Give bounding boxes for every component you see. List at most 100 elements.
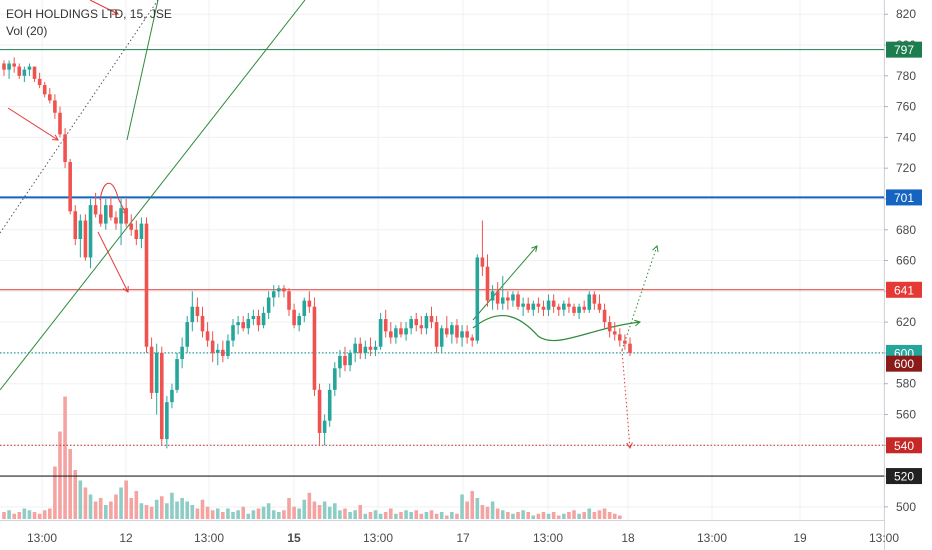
arrow-head: [634, 319, 642, 327]
candle-body: [419, 325, 424, 329]
candle-body: [7, 63, 11, 70]
volume-bar: [572, 510, 576, 519]
red-curve: [99, 182, 127, 215]
arrow-head: [531, 245, 538, 252]
candle-body: [256, 315, 261, 326]
volume-bar: [78, 480, 83, 519]
volume-bar: [343, 508, 347, 519]
volume-bar: [500, 510, 505, 519]
x-tick-label: 13:00: [533, 531, 563, 545]
candle-body: [190, 306, 195, 323]
volume-bar: [399, 512, 403, 519]
chart-legend: EOH HOLDINGS LTD, 15, JSE Vol (20): [6, 6, 172, 40]
volume-bar: [261, 506, 266, 519]
volume-bar: [195, 508, 200, 519]
candle-body: [53, 100, 57, 113]
volume-bar: [277, 512, 281, 519]
candle-body: [302, 300, 307, 316]
volume-bar: [215, 508, 220, 519]
candle-body: [185, 322, 190, 347]
volume-bar: [429, 510, 434, 519]
price-tag: [886, 355, 922, 372]
x-tick-label: 12: [119, 531, 133, 545]
candle-body: [63, 134, 67, 163]
candle-body: [399, 328, 403, 335]
volume-bar: [419, 513, 424, 519]
candle-body: [246, 319, 251, 329]
volume-bar: [103, 505, 108, 519]
candle-body: [322, 420, 327, 433]
volume-bar: [444, 515, 449, 519]
volume-bar: [88, 494, 93, 519]
volume-bar: [383, 512, 388, 519]
price-tag-label: 540: [894, 439, 914, 453]
volume-bar: [465, 501, 469, 519]
volume-bar: [114, 494, 118, 519]
volume-bar: [556, 515, 561, 519]
candle-body: [210, 340, 215, 353]
volume-bar: [450, 512, 454, 519]
candle-body: [582, 306, 586, 310]
volume-bar: [68, 449, 72, 519]
volume-bar: [531, 515, 536, 519]
red-arrow: [97, 231, 129, 293]
candle-body: [368, 346, 373, 350]
volume-bar: [322, 501, 327, 519]
volume-bar: [53, 466, 57, 519]
candle-body: [42, 85, 47, 95]
volume-bar: [414, 510, 419, 519]
y-tick-label: 500: [896, 500, 916, 514]
x-tick-label: 15: [287, 531, 301, 545]
y-tick-label: 780: [896, 69, 916, 83]
candle-body: [17, 66, 22, 76]
volume-bar: [495, 508, 500, 519]
candle-body: [139, 223, 144, 239]
volume-bar: [236, 510, 240, 519]
candle-body: [144, 223, 149, 347]
red-dotted-arrow: [621, 349, 631, 449]
candle-body: [93, 205, 98, 215]
y-tick-label: 620: [896, 315, 916, 329]
candle-body: [490, 291, 495, 301]
price-tag-label: 797: [894, 43, 914, 57]
candle-body: [73, 211, 78, 239]
volume-bar: [516, 512, 520, 519]
volume-bar: [506, 512, 510, 519]
candle-body: [485, 266, 490, 301]
volume-bar: [404, 510, 408, 519]
volume-bar: [602, 508, 607, 519]
volume-bar: [251, 510, 256, 519]
candle-body: [546, 300, 551, 310]
volume-bar: [12, 513, 16, 519]
candle-body: [287, 291, 291, 310]
volume-bar: [567, 512, 571, 519]
candle-body: [572, 306, 576, 313]
candle-body: [592, 294, 597, 304]
candle-body: [618, 334, 622, 341]
red-arrow: [7, 107, 59, 141]
volume-bar: [511, 513, 515, 519]
volume-bar: [485, 506, 490, 519]
candle-body: [2, 63, 6, 70]
volume-bar: [98, 498, 103, 519]
candle-body: [343, 355, 347, 366]
volume-bar: [373, 510, 378, 519]
y-tick-label: 680: [896, 223, 916, 237]
candle-body: [541, 306, 546, 310]
volume-bar: [475, 498, 480, 519]
volume-bar: [134, 491, 139, 519]
green-trend-line: [0, 0, 306, 391]
candle-body: [312, 306, 317, 390]
volume-bar: [22, 508, 27, 519]
candle-body: [221, 349, 225, 356]
volume-bar: [32, 512, 37, 519]
candle-body: [241, 322, 246, 329]
volume-bar: [93, 501, 98, 519]
arrow-head: [626, 442, 633, 450]
volume-bar: [63, 396, 67, 519]
volume-bar: [434, 513, 439, 519]
x-tick-label: 13:00: [697, 531, 727, 545]
volume-bar: [73, 470, 78, 519]
candle-body: [109, 205, 113, 218]
